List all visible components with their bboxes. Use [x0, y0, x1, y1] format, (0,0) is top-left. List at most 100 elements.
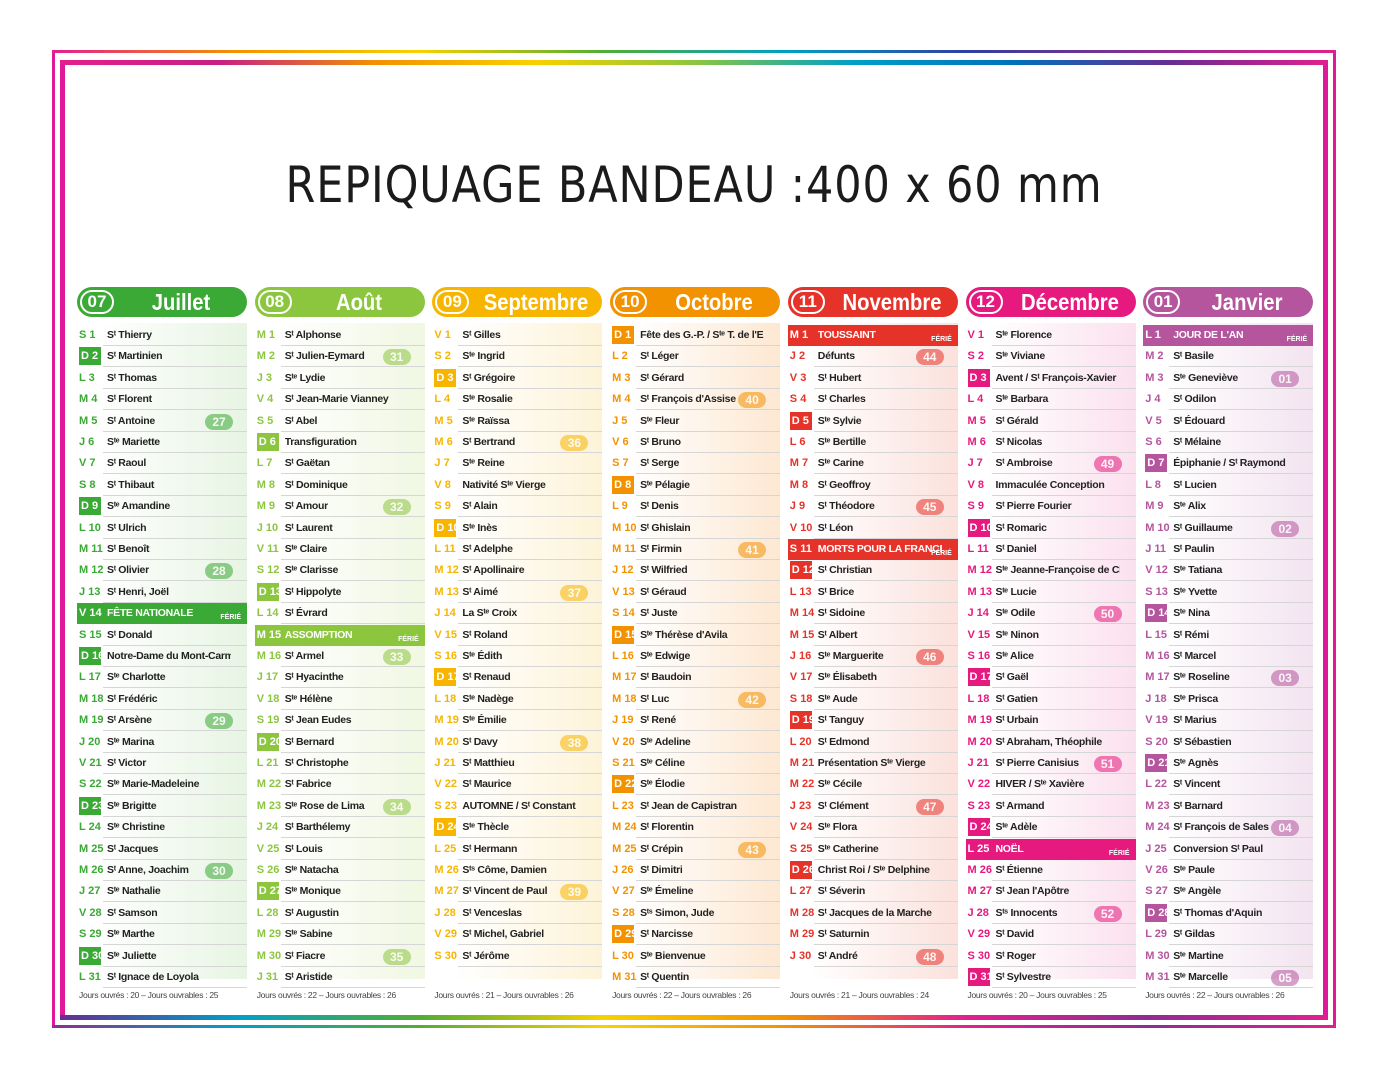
- day-label: S 26: [256, 864, 280, 876]
- week-number-badge: 48: [915, 948, 944, 965]
- day-label: M 10: [612, 521, 637, 534]
- saint-name: Sᵗᵉ Pélagie: [640, 478, 690, 491]
- saint-name: Sᵗ Évrard: [284, 607, 328, 620]
- row-divider: [636, 708, 781, 710]
- saint-name: Sᵗᵉ Prisca: [1173, 692, 1218, 705]
- saint-name: Sᵗ Guillaume: [1173, 521, 1233, 534]
- day-label: L 7: [256, 457, 273, 470]
- day-label: V 6: [612, 436, 629, 448]
- day-label: S 9: [967, 500, 985, 513]
- saint-name: Sᵗ Jacques de la Marche: [817, 906, 932, 919]
- row-divider: [280, 858, 425, 860]
- row-divider: [991, 773, 1136, 774]
- week-number-badge: 30: [205, 863, 233, 879]
- day-row: S 11 MORTS POUR LA FRANCE FÉRIÉ: [787, 539, 958, 560]
- week-number-badge: 49: [1093, 456, 1122, 473]
- row-divider: [636, 880, 781, 881]
- day-label: L 9: [612, 500, 628, 513]
- row-divider: [280, 773, 425, 774]
- day-row: M 12 Sᵗ Olivier: [77, 560, 247, 582]
- saint-name: Sᵗ Barthélemy: [284, 821, 351, 834]
- saint-name: Sᵗ Thierry: [107, 329, 152, 341]
- row-divider: [280, 922, 425, 924]
- day-label: S 30: [434, 949, 458, 962]
- saint-name: Sᵗ Michel, Gabriel: [462, 928, 544, 941]
- saint-name: Sᵗᵉ Raïssa: [462, 414, 510, 427]
- saint-name: Sᵗᵉ Bertille: [817, 436, 866, 448]
- row-divider: [991, 708, 1136, 710]
- day-row: M 25 Sᵗ Jacques: [77, 839, 247, 860]
- row-divider: [103, 815, 247, 817]
- saint-name: Sᵗˢ Innocents: [995, 906, 1058, 919]
- day-label: L 28: [256, 906, 279, 919]
- day-label: M 4: [79, 393, 98, 406]
- day-row: M 22 Sᵗ Fabrice: [255, 774, 425, 796]
- row-divider: [103, 794, 247, 796]
- saint-name: Sᵗᵉ Ninon: [995, 628, 1039, 641]
- day-label: S 9: [434, 500, 451, 513]
- month-background: [454, 323, 603, 979]
- day-label: D 9: [79, 497, 101, 516]
- saint-name: Sᵗ Baudoin: [640, 671, 692, 684]
- day-label: M 4: [612, 393, 631, 406]
- day-label: V 25: [256, 842, 280, 855]
- row-divider: [991, 751, 1136, 753]
- day-row: D 23 Sᵗᵉ Brigitte: [77, 796, 247, 817]
- row-divider: [1169, 987, 1314, 988]
- row-divider: [280, 387, 425, 389]
- saint-name: Sᵗ Paulin: [1173, 543, 1215, 555]
- holiday-tag: FÉRIÉ: [931, 550, 952, 557]
- saint-name: Sᵗ Florentin: [640, 821, 694, 834]
- row-divider: [636, 601, 781, 603]
- row-divider: [280, 366, 425, 368]
- day-row: S 16 Sᵗᵉ Alice: [966, 646, 1136, 667]
- day-row: V 15 Sᵗᵉ Ninon: [966, 625, 1136, 646]
- saint-name: Sᵗ Victor: [107, 757, 147, 769]
- row-divider: [991, 644, 1136, 646]
- saint-name: Sᵗ Sylvestre: [995, 971, 1052, 983]
- day-label: M 16: [256, 650, 282, 662]
- saint-name: Sᵗᵉ Céline: [640, 757, 685, 769]
- saint-name: Sᵗᵉ Carine: [817, 457, 864, 470]
- row-divider: [813, 922, 958, 924]
- week-number-badge: 02: [1271, 520, 1300, 537]
- day-row: M 27 Sᵗ Jean l'Apôtre: [966, 881, 1136, 903]
- day-label: S 5: [256, 414, 274, 427]
- row-divider: [813, 366, 958, 368]
- day-label: M 31: [612, 971, 637, 983]
- day-row: L 18 Sᵗᵉ Nadège: [432, 689, 603, 710]
- week-number-badge: 33: [382, 649, 411, 665]
- saint-name: NOËL: [995, 842, 1024, 855]
- day-row: J 20 Sᵗᵉ Marina: [77, 732, 247, 753]
- row-divider: [636, 987, 781, 988]
- day-row: M 7 Sᵗᵉ Carine: [788, 453, 958, 475]
- day-label: D 6: [256, 433, 279, 451]
- day-row: M 1 TOUSSAINT FÉRIÉ: [787, 325, 958, 346]
- saint-name: Sᵗ Thomas: [107, 371, 157, 384]
- calendar-grid: 07 Juillet S 1 Sᵗ Thierry D 2 Sᵗ Martinien L 3…: [77, 285, 1314, 1007]
- saint-name: Épiphanie / Sᵗ Raymond: [1173, 457, 1286, 470]
- day-label: D 24: [434, 818, 460, 837]
- row-divider: [1169, 751, 1314, 753]
- day-label: M 3: [1145, 371, 1164, 384]
- day-row: M 30 Sᵗᵉ Martine: [1143, 946, 1314, 967]
- saint-name: Sᵗ Hermann: [462, 842, 518, 855]
- day-row: M 2 Sᵗ Julien-Eymard: [255, 346, 425, 368]
- day-row: S 30 Sᵗ Roger: [966, 946, 1136, 967]
- day-label: D 10: [967, 518, 993, 537]
- week-number-badge: 01: [1271, 370, 1300, 387]
- row-divider: [103, 965, 247, 967]
- row-divider: [991, 666, 1136, 667]
- day-row: V 20 Sᵗᵉ Adeline: [610, 732, 781, 753]
- row-divider: [991, 345, 1136, 346]
- saint-name: Sᵗ Wilfried: [640, 564, 688, 577]
- day-label: L 23: [612, 799, 634, 812]
- saint-name: Sᵗᵉ Christine: [107, 821, 165, 834]
- day-row: L 9 Sᵗ Denis: [610, 496, 781, 518]
- day-row: M 16 Sᵗ Marcel: [1143, 646, 1314, 667]
- day-row: J 18 Sᵗᵉ Prisca: [1143, 689, 1314, 710]
- day-row: M 20 Sᵗ Abraham, Théophile: [966, 732, 1136, 753]
- row-divider: [280, 794, 425, 796]
- day-row: M 9 Sᵗᵉ Alix: [1143, 496, 1314, 518]
- row-divider: [1169, 965, 1314, 967]
